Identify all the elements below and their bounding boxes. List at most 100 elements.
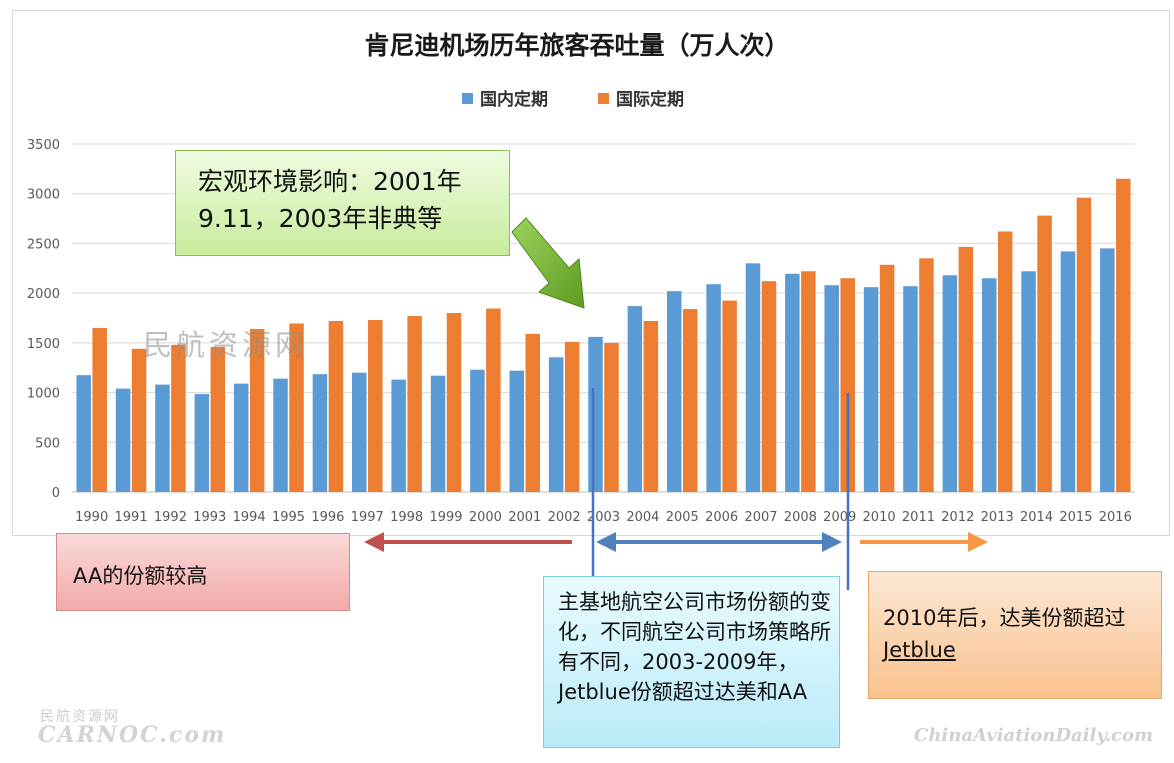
y-tick-label: 500 bbox=[35, 436, 60, 451]
x-tick-label: 2003 bbox=[587, 510, 620, 525]
x-tick-label: 2007 bbox=[744, 510, 777, 525]
watermark-center: 民航资源网 bbox=[143, 328, 309, 362]
legend-swatch-1 bbox=[598, 93, 609, 104]
bar-international-2004 bbox=[643, 320, 659, 492]
bar-domestic-1996 bbox=[312, 374, 328, 492]
bar-domestic-2001 bbox=[509, 370, 525, 492]
x-tick-label: 2013 bbox=[981, 510, 1014, 525]
bar-international-1992 bbox=[171, 344, 186, 492]
bar-domestic-2002 bbox=[548, 357, 564, 492]
bar-domestic-2008 bbox=[785, 273, 800, 492]
x-tick-label: 1992 bbox=[154, 510, 187, 525]
x-tick-label: 1998 bbox=[390, 510, 423, 525]
bar-domestic-2013 bbox=[981, 278, 997, 492]
bars bbox=[76, 178, 1131, 493]
x-tick-label: 1994 bbox=[233, 510, 266, 525]
x-tick-label: 1999 bbox=[429, 510, 462, 525]
y-tick-label: 2500 bbox=[27, 237, 60, 252]
bar-domestic-2012 bbox=[942, 275, 958, 492]
legend-label-1: 国际定期 bbox=[616, 89, 684, 110]
bar-international-1993 bbox=[210, 346, 226, 492]
bar-international-2013 bbox=[997, 231, 1013, 493]
x-tick-label: 2016 bbox=[1099, 510, 1132, 525]
y-tick-label: 3000 bbox=[27, 188, 60, 203]
bar-domestic-2003 bbox=[588, 336, 603, 492]
bar-domestic-1999 bbox=[430, 375, 446, 492]
bar-domestic-2006 bbox=[706, 284, 721, 492]
x-tick-label: 2010 bbox=[863, 510, 896, 525]
bar-domestic-2016 bbox=[1100, 248, 1115, 492]
bar-international-1991 bbox=[131, 348, 147, 492]
bar-domestic-1994 bbox=[233, 383, 249, 492]
watermark-right: ChinaAviationDaily.com bbox=[914, 725, 1154, 746]
bar-domestic-2005 bbox=[666, 291, 682, 492]
bar-international-2007 bbox=[761, 281, 777, 492]
y-axis: 0 500 1000 1500 2000 2500 3000 3500 bbox=[27, 138, 60, 501]
bar-domestic-1995 bbox=[273, 378, 288, 492]
bar-domestic-1997 bbox=[352, 372, 367, 492]
bar-domestic-2007 bbox=[745, 263, 761, 492]
bar-domestic-2000 bbox=[470, 369, 485, 492]
bar-domestic-2010 bbox=[863, 287, 879, 492]
bar-international-1994 bbox=[249, 328, 265, 492]
x-tick-label: 1993 bbox=[193, 510, 226, 525]
x-tick-label: 2012 bbox=[941, 510, 974, 525]
bar-domestic-2011 bbox=[903, 286, 918, 492]
bar-domestic-1993 bbox=[194, 394, 210, 492]
bar-domestic-2004 bbox=[627, 306, 643, 492]
legend-label-0: 国内定期 bbox=[480, 89, 548, 110]
x-tick-label: 2006 bbox=[705, 510, 738, 525]
bar-international-2001 bbox=[525, 333, 541, 492]
callout-after-2010: 2010年后，达美份额超过 Jetblue bbox=[868, 571, 1162, 699]
y-tick-label: 3500 bbox=[27, 138, 60, 153]
bar-international-2016 bbox=[1116, 178, 1131, 493]
y-tick-label: 1000 bbox=[27, 387, 60, 402]
bar-international-2005 bbox=[682, 309, 698, 492]
bar-domestic-1992 bbox=[155, 384, 170, 492]
bar-international-1995 bbox=[289, 323, 304, 492]
bar-domestic-2014 bbox=[1021, 271, 1036, 492]
bar-chart: 肯尼迪机场历年旅客吞吐量（万人次） 国内定期 国际定期 0 500 1000 1500 2… bbox=[27, 31, 1135, 525]
bar-international-2010 bbox=[879, 264, 895, 492]
legend-swatch-0 bbox=[462, 93, 473, 104]
x-tick-label: 2008 bbox=[784, 510, 817, 525]
bar-international-2009 bbox=[840, 278, 855, 492]
callout-after-2010-text: 2010年后，达美份额超过 bbox=[883, 606, 1126, 630]
callout-aa-share: AA的份额较高 bbox=[56, 533, 350, 611]
bar-international-1998 bbox=[407, 316, 422, 492]
bar-international-2008 bbox=[801, 271, 816, 492]
y-tick-label: 2000 bbox=[27, 287, 60, 302]
bar-international-2015 bbox=[1076, 197, 1092, 493]
bar-international-2014 bbox=[1037, 215, 1052, 493]
x-tick-label: 2002 bbox=[548, 510, 581, 525]
bar-international-1997 bbox=[368, 319, 383, 492]
callout-after-2010-jetblue: Jetblue bbox=[883, 638, 956, 662]
x-tick-label: 1991 bbox=[115, 510, 148, 525]
x-tick-label: 1996 bbox=[311, 510, 344, 525]
y-tick-label: 0 bbox=[52, 486, 60, 501]
x-tick-label: 2004 bbox=[626, 510, 659, 525]
y-tick-label: 1500 bbox=[27, 337, 60, 352]
bar-domestic-1991 bbox=[115, 388, 131, 492]
x-tick-label: 2011 bbox=[902, 510, 935, 525]
bar-domestic-2009 bbox=[824, 285, 839, 492]
x-tick-label: 2014 bbox=[1020, 510, 1053, 525]
x-tick-label: 2015 bbox=[1059, 510, 1092, 525]
bar-international-2003 bbox=[604, 342, 619, 492]
bar-domestic-1990 bbox=[76, 375, 91, 492]
watermark-left-top: 民航资源网 bbox=[40, 709, 120, 725]
bar-international-2002 bbox=[564, 341, 580, 492]
gridlines bbox=[72, 143, 1135, 493]
x-tick-label: 1997 bbox=[351, 510, 384, 525]
bar-international-1990 bbox=[92, 327, 107, 492]
bar-domestic-2015 bbox=[1060, 251, 1076, 492]
legend: 国内定期 国际定期 bbox=[462, 89, 684, 110]
x-tick-label: 2001 bbox=[508, 510, 541, 525]
bar-international-2000 bbox=[486, 308, 501, 492]
chart-title: 肯尼迪机场历年旅客吞吐量（万人次） bbox=[364, 31, 789, 60]
bar-international-1996 bbox=[328, 320, 344, 492]
callout-macro-environment: 宏观环境影响：2001年9.11，2003年非典等 bbox=[175, 150, 510, 256]
bar-international-2011 bbox=[919, 258, 934, 492]
x-tick-label: 2005 bbox=[666, 510, 699, 525]
bar-international-2006 bbox=[722, 300, 737, 492]
